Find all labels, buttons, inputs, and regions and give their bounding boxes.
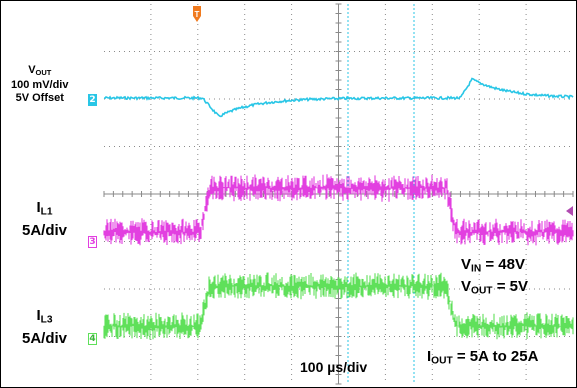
il3-scale: 5A/div bbox=[22, 329, 68, 347]
vout-annotation: VOUT = 5V bbox=[461, 278, 528, 297]
il1-scale: 5A/div bbox=[22, 221, 68, 239]
channel-3-marker: 3 bbox=[88, 236, 97, 248]
channel-2-marker: 2 bbox=[88, 94, 97, 106]
il1-trace bbox=[103, 174, 574, 246]
vout-label: VOUT 100 mV/div 5V Offset bbox=[11, 64, 69, 104]
il3-trace bbox=[103, 272, 574, 340]
channel-4-marker: 4 bbox=[88, 333, 97, 345]
vout-trace bbox=[103, 77, 574, 118]
trigger-level-icon bbox=[566, 206, 573, 216]
vin-annotation: VIN = 48V bbox=[461, 256, 525, 275]
il3-label: IL3 5A/div bbox=[22, 307, 68, 347]
vout-offset: 5V Offset bbox=[15, 91, 64, 104]
timebase-label: 100 µs/div bbox=[300, 359, 368, 375]
vout-scale: 100 mV/div bbox=[11, 78, 69, 91]
il1-label: IL1 5A/div bbox=[22, 199, 68, 239]
trigger-marker-icon bbox=[193, 6, 201, 22]
iout-annotation: IOUT = 5A to 25A bbox=[427, 348, 539, 367]
trigger-label: T bbox=[195, 10, 200, 19]
